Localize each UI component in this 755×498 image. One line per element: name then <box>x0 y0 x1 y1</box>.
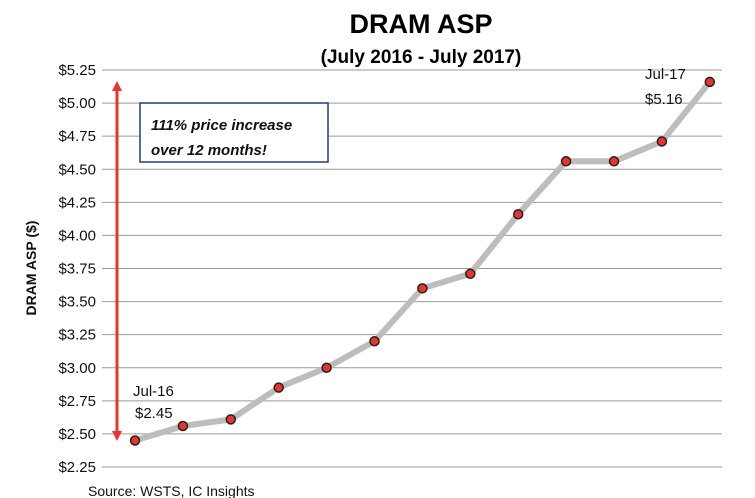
chart-subtitle: (July 2016 - July 2017) <box>321 47 522 68</box>
data-point-feb-17 <box>465 268 476 280</box>
data-point-jan-17 <box>417 283 428 294</box>
data-point-may-17 <box>608 156 620 167</box>
y-axis-ticks: $2.25 $2.50 $2.75 $3.00 $3.25 $3.50 $3.75 $4.00… <box>58 62 96 476</box>
data-point-jun-17 <box>656 136 668 147</box>
y-tick-label: $4.00 <box>58 227 96 244</box>
start-point-value: $2.45 <box>135 405 173 422</box>
data-point-sep-16 <box>225 414 237 425</box>
start-point-label: Jul-16 <box>133 383 174 400</box>
y-tick-label: $3.75 <box>58 261 96 278</box>
data-point-jul-17 <box>704 76 716 88</box>
end-point-label: Jul-17 <box>645 66 686 83</box>
annotation-box: 111% price increase over 12 months! <box>139 102 329 163</box>
data-point-nov-16 <box>321 362 332 373</box>
data-point-apr-17 <box>560 156 572 167</box>
chart-title: DRAM ASP <box>349 9 492 39</box>
data-point-oct-16 <box>273 382 284 393</box>
source-note: Source: WSTS, IC Insights <box>88 483 255 498</box>
y-tick-label: $2.50 <box>58 426 96 443</box>
data-point-aug-16 <box>177 420 189 432</box>
y-tick-label: $5.25 <box>58 62 96 79</box>
annotation-box-line2: over 12 months! <box>151 142 267 159</box>
data-point-mar-17 <box>512 208 524 220</box>
annotation-box-line1: 111% price increase <box>151 117 292 134</box>
y-tick-label: $3.25 <box>58 327 96 344</box>
y-tick-label: $4.75 <box>58 128 96 145</box>
y-tick-label: $4.50 <box>58 161 96 178</box>
data-point-dec-16 <box>369 336 380 347</box>
y-tick-label: $2.25 <box>58 459 96 476</box>
y-tick-label: $4.25 <box>58 194 96 211</box>
y-axis-label: DRAM ASP ($) <box>23 221 39 316</box>
annotation-box-border <box>139 102 329 163</box>
y-tick-label: $5.00 <box>58 95 96 112</box>
end-point-value: $5.16 <box>645 91 683 108</box>
series-markers <box>129 76 716 446</box>
data-point-jul-16 <box>129 435 141 446</box>
y-tick-label: $3.50 <box>58 294 96 311</box>
y-tick-label: $2.75 <box>58 393 96 410</box>
y-tick-label: $3.00 <box>58 360 96 377</box>
